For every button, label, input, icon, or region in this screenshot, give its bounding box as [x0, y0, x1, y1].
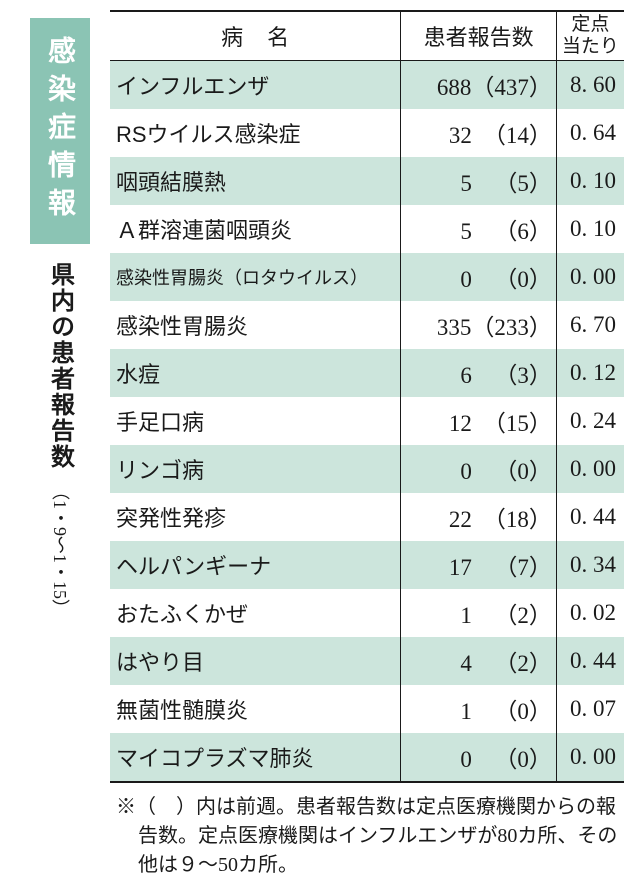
header-name: 病名 [110, 11, 401, 60]
disease-name: 無菌性髄膜炎 [110, 685, 401, 733]
table-row: おたふくかぜ1（2）0. 02 [110, 589, 624, 637]
disease-name: マイコプラズマ肺炎 [110, 733, 401, 782]
rate-per-point: 0. 07 [556, 685, 624, 733]
disease-name: インフルエンザ [110, 60, 401, 109]
rate-per-point: 0. 24 [556, 397, 624, 445]
rate-per-point: 0. 00 [556, 253, 624, 301]
disease-name: 水痘 [110, 349, 401, 397]
info-badge: 感染症情報 [30, 18, 90, 244]
patient-count: 335（233） [401, 301, 557, 349]
table-row: 手足口病12（15）0. 24 [110, 397, 624, 445]
patient-count: 0（0） [401, 445, 557, 493]
table-row: 感染性胃腸炎（ロタウイルス）0（0）0. 00 [110, 253, 624, 301]
table-row: マイコプラズマ肺炎0（0）0. 00 [110, 733, 624, 782]
footnote: ※（ ）内は前週。患者報告数は定点医療機関からの報告数。定点医療機関はインフルエ… [132, 793, 624, 880]
table-row: 無菌性髄膜炎1（0）0. 07 [110, 685, 624, 733]
table-row: Ａ群溶連菌咽頭炎5（6）0. 10 [110, 205, 624, 253]
patient-count: 0（0） [401, 733, 557, 782]
patient-count: 17（7） [401, 541, 557, 589]
table-row: ヘルパンギーナ17（7）0. 34 [110, 541, 624, 589]
disease-name: はやり目 [110, 637, 401, 685]
patient-count: 5（5） [401, 157, 557, 205]
disease-name: 咽頭結膜熱 [110, 157, 401, 205]
report-table: 病名 患者報告数 定点当たり インフルエンザ688（437）8. 60RSウイル… [110, 10, 624, 783]
table-row: リンゴ病0（0）0. 00 [110, 445, 624, 493]
table-row: インフルエンザ688（437）8. 60 [110, 60, 624, 109]
header-count: 患者報告数 [401, 11, 557, 60]
table-header-row: 病名 患者報告数 定点当たり [110, 11, 624, 60]
disease-name: おたふくかぜ [110, 589, 401, 637]
patient-count: 6（3） [401, 349, 557, 397]
rate-per-point: 0. 02 [556, 589, 624, 637]
rate-per-point: 0. 10 [556, 205, 624, 253]
disease-name: Ａ群溶連菌咽頭炎 [110, 205, 401, 253]
rate-per-point: 0. 00 [556, 733, 624, 782]
rate-per-point: 0. 44 [556, 493, 624, 541]
patient-count: 688（437） [401, 60, 557, 109]
table-row: RSウイルス感染症32（14）0. 64 [110, 109, 624, 157]
rate-per-point: 0. 00 [556, 445, 624, 493]
left-column: 感染症情報 県内の患者報告数 （1・9～1・15） [10, 10, 110, 790]
rate-per-point: 8. 60 [556, 60, 624, 109]
header-rate: 定点当たり [556, 11, 624, 60]
disease-name: 感染性胃腸炎（ロタウイルス） [110, 253, 401, 301]
patient-count: 22（18） [401, 493, 557, 541]
disease-name: 感染性胃腸炎 [110, 301, 401, 349]
table-row: 水痘6（3）0. 12 [110, 349, 624, 397]
rate-per-point: 0. 44 [556, 637, 624, 685]
table-row: 感染性胃腸炎335（233）6. 70 [110, 301, 624, 349]
table-row: 突発性発疹22（18）0. 44 [110, 493, 624, 541]
patient-count: 5（6） [401, 205, 557, 253]
rate-per-point: 0. 64 [556, 109, 624, 157]
disease-name: 突発性発疹 [110, 493, 401, 541]
patient-count: 12（15） [401, 397, 557, 445]
patient-count: 1（0） [401, 685, 557, 733]
right-column: 病名 患者報告数 定点当たり インフルエンザ688（437）8. 60RSウイル… [110, 10, 624, 790]
table-row: はやり目4（2）0. 44 [110, 637, 624, 685]
period: （1・9～1・15） [47, 482, 73, 617]
disease-name: RSウイルス感染症 [110, 109, 401, 157]
disease-name: 手足口病 [110, 397, 401, 445]
subtitle: 県内の患者報告数 [43, 262, 78, 470]
rate-per-point: 6. 70 [556, 301, 624, 349]
disease-name: リンゴ病 [110, 445, 401, 493]
patient-count: 0（0） [401, 253, 557, 301]
rate-per-point: 0. 12 [556, 349, 624, 397]
table-row: 咽頭結膜熱5（5）0. 10 [110, 157, 624, 205]
patient-count: 32（14） [401, 109, 557, 157]
disease-name: ヘルパンギーナ [110, 541, 401, 589]
patient-count: 4（2） [401, 637, 557, 685]
rate-per-point: 0. 10 [556, 157, 624, 205]
rate-per-point: 0. 34 [556, 541, 624, 589]
patient-count: 1（2） [401, 589, 557, 637]
